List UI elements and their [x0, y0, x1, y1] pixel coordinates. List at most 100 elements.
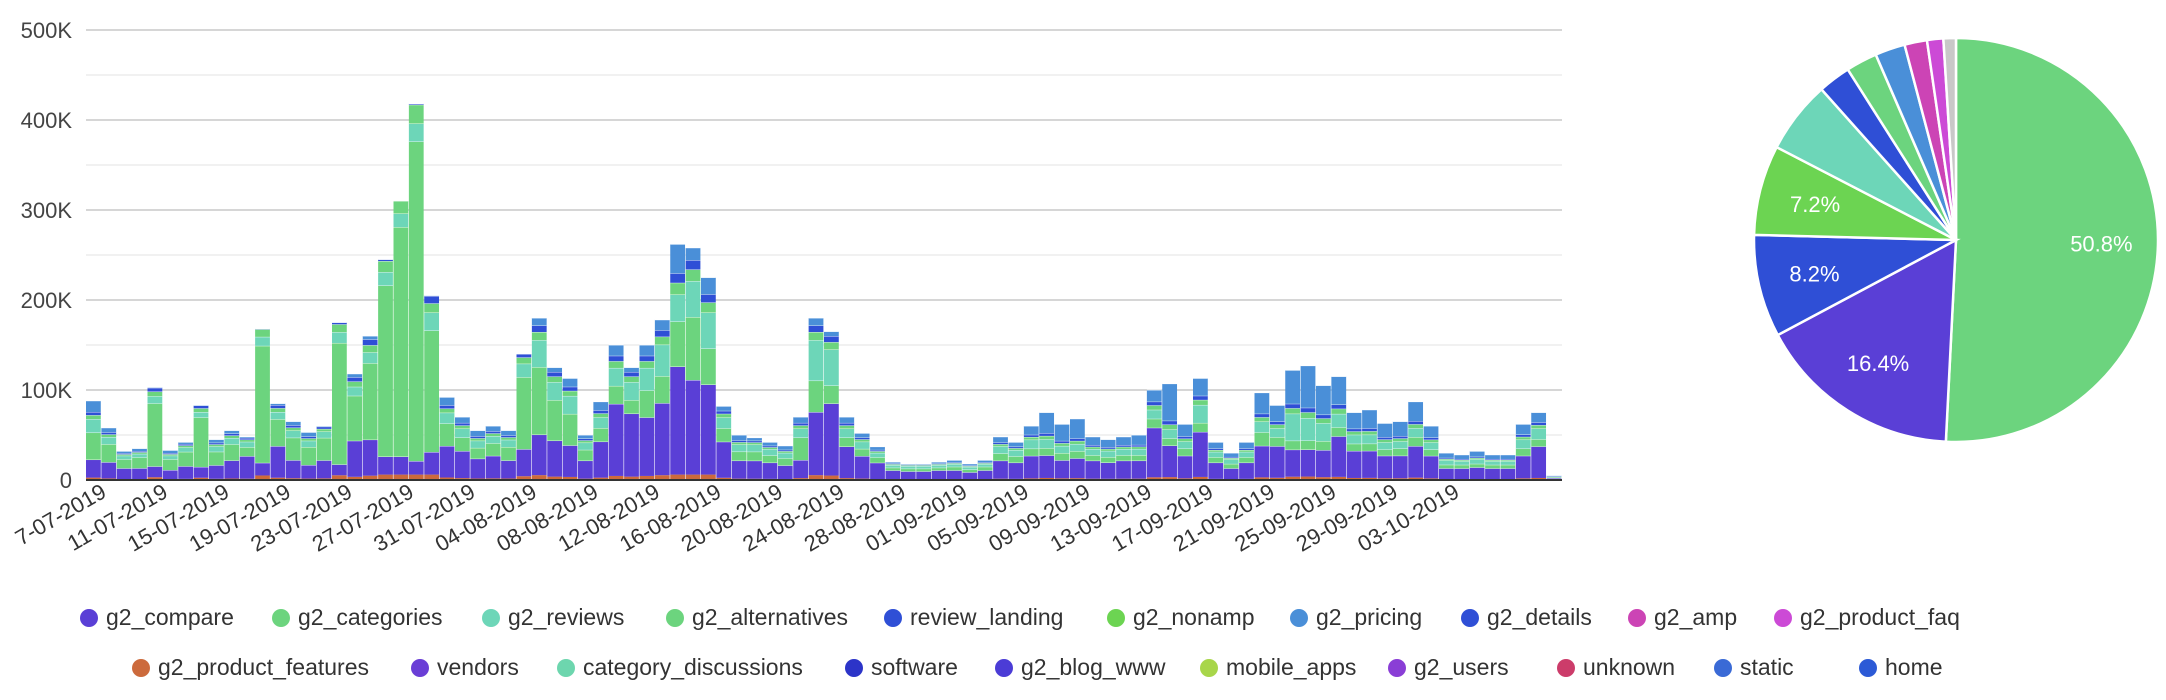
- bar-stack[interactable]: [808, 317, 824, 480]
- bar-stack[interactable]: [1223, 452, 1239, 480]
- bar-stack[interactable]: [285, 421, 301, 481]
- bar-stack[interactable]: [316, 425, 332, 480]
- bar-stack[interactable]: [178, 441, 194, 480]
- bar-stack[interactable]: [1346, 412, 1362, 481]
- legend-item-g2_users[interactable]: g2_users: [1388, 654, 1509, 681]
- bar-stack[interactable]: [1269, 404, 1285, 480]
- bar-stack[interactable]: [470, 430, 486, 481]
- bar-stack[interactable]: [209, 439, 224, 481]
- legend-item-mobile_apps[interactable]: mobile_apps: [1200, 654, 1356, 681]
- bar-stack[interactable]: [347, 373, 363, 480]
- bar-stack[interactable]: [916, 463, 932, 480]
- pie-slice-review_landing[interactable]: [1752, 233, 1961, 337]
- bar-stack[interactable]: [393, 200, 409, 480]
- legend-item-g2_categories[interactable]: g2_categories: [272, 604, 443, 631]
- bar-stack[interactable]: [301, 431, 317, 480]
- bar-stack[interactable]: [101, 427, 117, 480]
- bar-stack[interactable]: [1408, 401, 1424, 480]
- bar-stack[interactable]: [947, 459, 962, 480]
- pie-slice-other[interactable]: [1941, 36, 1958, 241]
- bar-stack[interactable]: [1515, 423, 1531, 480]
- bar-stack[interactable]: [1285, 369, 1301, 480]
- bar-stack[interactable]: [1100, 439, 1116, 481]
- bar-stack[interactable]: [885, 461, 901, 480]
- bar-stack[interactable]: [1362, 409, 1377, 480]
- bar-stack[interactable]: [439, 396, 455, 480]
- bar-stack[interactable]: [270, 403, 286, 481]
- bar-stack[interactable]: [1116, 436, 1131, 480]
- bar-stack[interactable]: [501, 430, 516, 481]
- bar-stack[interactable]: [132, 448, 147, 481]
- bar-stack[interactable]: [378, 259, 393, 481]
- bar-stack[interactable]: [1070, 418, 1085, 480]
- legend-item-unknown[interactable]: unknown: [1557, 654, 1675, 681]
- bar-stack[interactable]: [1500, 454, 1516, 480]
- bar-stack[interactable]: [593, 401, 609, 480]
- bar-stack[interactable]: [670, 243, 686, 480]
- legend-item-g2_amp[interactable]: g2_amp: [1628, 604, 1737, 631]
- bar-stack[interactable]: [685, 247, 701, 480]
- pie-slice-g2_categories[interactable]: [1944, 36, 2160, 444]
- bar-stack[interactable]: [1085, 436, 1101, 480]
- bar-stack[interactable]: [931, 461, 947, 480]
- bar-stack[interactable]: [824, 331, 839, 481]
- bar-stack[interactable]: [900, 463, 916, 480]
- bar-stack[interactable]: [562, 377, 578, 480]
- bar-stack[interactable]: [1131, 434, 1147, 480]
- bar-stack[interactable]: [1146, 389, 1162, 480]
- bar-stack[interactable]: [993, 436, 1008, 480]
- legend-item-g2_compare[interactable]: g2_compare: [80, 604, 234, 631]
- bar-stack[interactable]: [762, 441, 778, 480]
- bar-stack[interactable]: [255, 328, 270, 480]
- bar-stack[interactable]: [1008, 441, 1024, 480]
- bar-stack[interactable]: [162, 449, 178, 480]
- bar-stack[interactable]: [1193, 377, 1208, 480]
- bar-stack[interactable]: [547, 367, 563, 481]
- bar-stack[interactable]: [1392, 421, 1408, 481]
- legend-item-category_discussions[interactable]: category_discussions: [557, 654, 803, 681]
- bar-stack[interactable]: [854, 432, 870, 480]
- bar-stack[interactable]: [239, 436, 255, 480]
- bar-stack[interactable]: [1469, 450, 1485, 480]
- bar-stack[interactable]: [639, 344, 655, 480]
- legend-item-g2_pricing[interactable]: g2_pricing: [1290, 604, 1422, 631]
- bar-stack[interactable]: [731, 434, 747, 480]
- bar-stack[interactable]: [1162, 383, 1178, 480]
- bar-stack[interactable]: [408, 103, 424, 480]
- bar-stack[interactable]: [1316, 385, 1331, 481]
- legend-item-g2_nonamp[interactable]: g2_nonamp: [1107, 604, 1255, 631]
- bar-stack[interactable]: [578, 434, 593, 480]
- bar-stack[interactable]: [1423, 425, 1439, 480]
- bar-stack[interactable]: [1485, 454, 1500, 480]
- bar-stack[interactable]: [624, 367, 639, 481]
- bar-stack[interactable]: [747, 437, 762, 480]
- bar-stack[interactable]: [1039, 412, 1055, 481]
- bar-stack[interactable]: [716, 405, 732, 480]
- bar-stack[interactable]: [1454, 454, 1470, 480]
- bar-stack[interactable]: [654, 319, 670, 480]
- bar-stack[interactable]: [1208, 441, 1224, 480]
- bar-stack[interactable]: [147, 386, 163, 480]
- bar-stack[interactable]: [962, 463, 978, 480]
- bar-stack[interactable]: [870, 446, 885, 480]
- bar-stack[interactable]: [1439, 452, 1454, 480]
- bar-stack[interactable]: [531, 317, 547, 480]
- legend-item-home[interactable]: home: [1859, 654, 1943, 681]
- bar-stack[interactable]: [1254, 392, 1270, 480]
- bar-stack[interactable]: [1023, 425, 1039, 480]
- bar-stack[interactable]: [1300, 365, 1316, 480]
- legend-item-g2_blog_www[interactable]: g2_blog_www: [995, 654, 1165, 681]
- legend-item-software[interactable]: software: [845, 654, 958, 681]
- bar-stack[interactable]: [1531, 412, 1547, 481]
- bar-stack[interactable]: [224, 430, 240, 481]
- bar-stack[interactable]: [1177, 423, 1193, 480]
- bar-stack[interactable]: [839, 416, 855, 480]
- bar-stack[interactable]: [516, 353, 532, 480]
- bar-stack[interactable]: [1239, 441, 1254, 480]
- bar-stack[interactable]: [608, 344, 624, 480]
- bar-stack[interactable]: [777, 445, 793, 480]
- pie-slice-g2_compare[interactable]: [1776, 237, 1958, 444]
- legend-item-g2_reviews[interactable]: g2_reviews: [482, 604, 624, 631]
- legend-item-g2_product_faq[interactable]: g2_product_faq: [1774, 604, 1960, 631]
- bar-stack[interactable]: [332, 322, 347, 481]
